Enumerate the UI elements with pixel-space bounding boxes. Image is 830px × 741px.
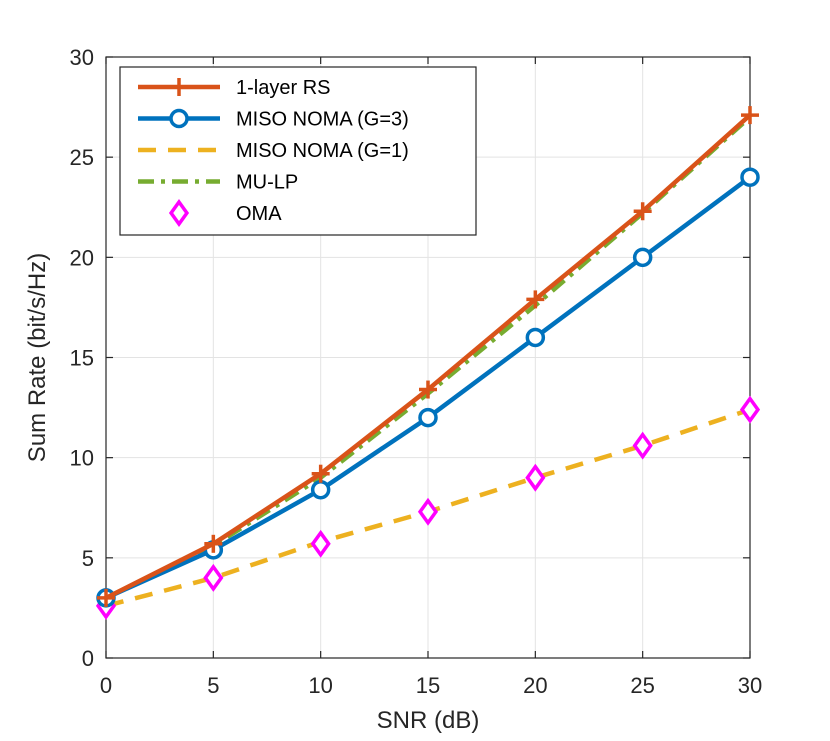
data-point xyxy=(97,588,115,607)
legend-entry: MISO NOMA (G=1) xyxy=(138,140,409,162)
y-tick-label: 15 xyxy=(70,346,94,371)
y-tick-label: 25 xyxy=(70,145,94,170)
x-tick-label: 15 xyxy=(416,673,440,698)
series-layer xyxy=(95,106,761,620)
data-point xyxy=(311,464,330,483)
data-point xyxy=(526,290,545,309)
x-tick-label: 10 xyxy=(308,673,332,698)
legend-label: 1-layer RS xyxy=(236,77,330,99)
y-tick-label: 5 xyxy=(82,546,94,571)
axes: 0 5 10 15 20 25 30 0 5 10 15 20 25 30 SNR (dB) Sum Rate… xyxy=(24,45,762,734)
x-tick-label: 30 xyxy=(738,673,762,698)
data-point xyxy=(525,327,546,348)
data-point xyxy=(203,563,224,592)
y-tick-label: 0 xyxy=(82,646,94,671)
data-point xyxy=(419,380,437,399)
x-tick-label: 0 xyxy=(100,673,112,698)
y-tick-label: 10 xyxy=(70,446,94,471)
x-axis-label: SNR (dB) xyxy=(377,707,480,734)
data-point xyxy=(310,529,331,558)
data-point xyxy=(632,431,653,460)
y-axis-label: Sum Rate (bit/s/Hz) xyxy=(24,253,51,462)
data-point xyxy=(739,395,761,424)
legend-entry: MISO NOMA (G=3) xyxy=(138,109,409,131)
data-point xyxy=(525,463,546,492)
x-tick-label: 20 xyxy=(523,673,547,698)
legend-label: MISO NOMA (G=1) xyxy=(236,140,409,162)
legend-marker xyxy=(169,108,189,129)
data-point xyxy=(204,534,223,553)
data-point xyxy=(417,497,439,526)
legend-label: OMA xyxy=(236,203,282,225)
legend: 1-layer RS MISO NOMA (G=3) MISO NOMA (G=1)… xyxy=(119,66,477,236)
legend-label: MU-LP xyxy=(236,172,298,194)
legend-entry: OMA xyxy=(168,199,282,227)
data-point xyxy=(418,407,438,428)
y-tick-label: 20 xyxy=(70,245,94,270)
legend-entry: MU-LP xyxy=(138,172,298,194)
x-tick-label: 5 xyxy=(207,673,219,698)
legend-marker xyxy=(170,78,188,96)
data-point xyxy=(632,247,653,268)
data-point xyxy=(741,106,759,125)
y-tick-label: 30 xyxy=(70,45,94,70)
legend-marker xyxy=(168,199,190,227)
x-tick-label: 25 xyxy=(630,673,654,698)
data-point xyxy=(310,479,331,500)
legend-entry: 1-layer RS xyxy=(138,77,330,99)
series-1-layer-rs xyxy=(97,106,759,607)
data-point xyxy=(740,167,760,187)
legend-label: MISO NOMA (G=3) xyxy=(236,109,409,131)
data-point xyxy=(633,202,652,221)
